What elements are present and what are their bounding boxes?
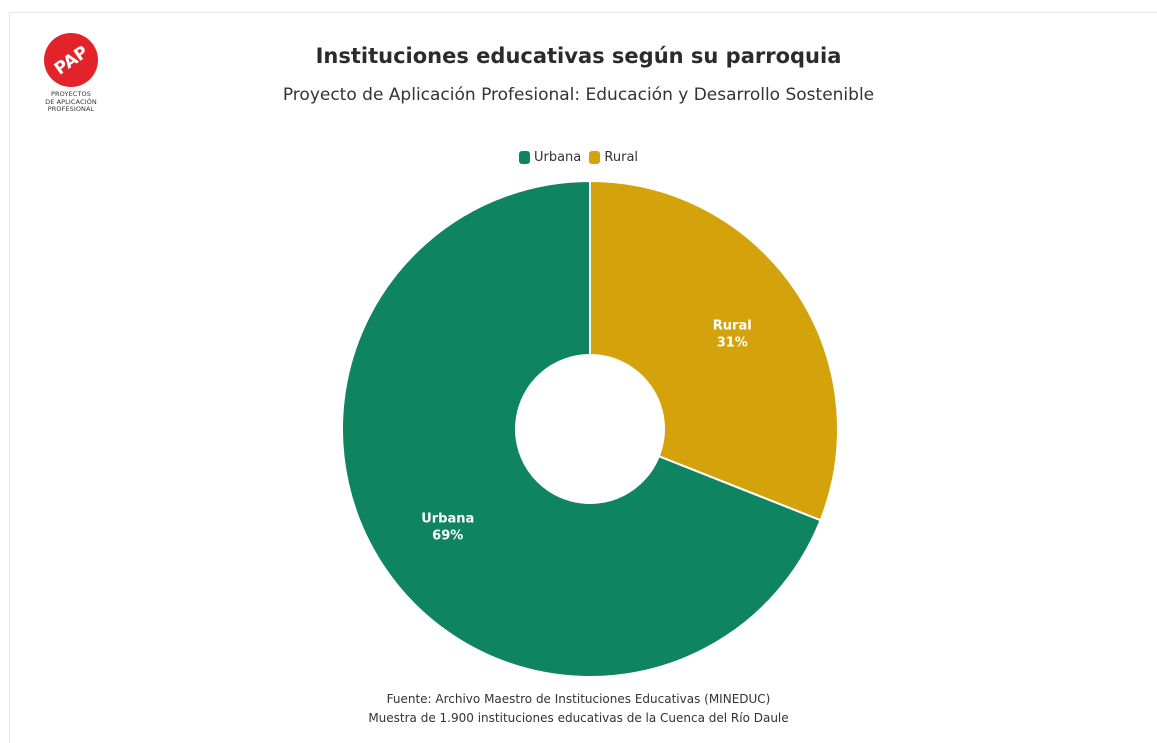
legend-label-rural: Rural — [604, 150, 639, 165]
donut-slice-rural[interactable] — [589, 179, 839, 522]
pap-logo-line-1: PROYECTOS — [51, 90, 91, 98]
slice-label-value-rural: 31% — [717, 335, 748, 350]
chart-subtitle: Proyecto de Aplicación Profesional: Educ… — [282, 85, 875, 105]
legend-swatch-urbana — [518, 151, 530, 164]
slice-label-name-urbana: Urbana — [421, 512, 474, 527]
legend-item-urbana[interactable]: Urbana — [518, 150, 582, 165]
pap-logo-disc — [44, 33, 98, 87]
footer-source: Fuente: Archivo Maestro de Instituciones… — [386, 692, 771, 706]
legend-swatch-rural — [589, 151, 601, 164]
legend-item-rural[interactable]: Rural — [589, 150, 638, 165]
footer-sample: Muestra de 1.900 instituciones educativa… — [368, 711, 789, 725]
chart-legend: Urbana Rural — [0, 150, 1157, 168]
legend-label-urbana: Urbana — [533, 150, 582, 165]
pap-logo-line-2: DE APLICACIÓN — [45, 97, 97, 106]
donut-slice-urbana[interactable] — [341, 179, 822, 678]
pap-logo: PAP PROYECTOS DE APLICACIÓN PROFESIONAL — [26, 32, 116, 114]
chart-title: Instituciones educativas según su parroq… — [315, 44, 842, 68]
pap-logo-caption: PROYECTOS DE APLICACIÓN PROFESIONAL — [26, 90, 116, 114]
pap-logo-badge: PAP — [44, 33, 98, 87]
slice-label-value-urbana: 69% — [432, 529, 463, 544]
pap-logo-line-3: PROFESIONAL — [47, 105, 95, 113]
chart-footer: Fuente: Archivo Maestro de Instituciones… — [0, 690, 1157, 728]
slice-label-name-rural: Rural — [713, 318, 752, 333]
